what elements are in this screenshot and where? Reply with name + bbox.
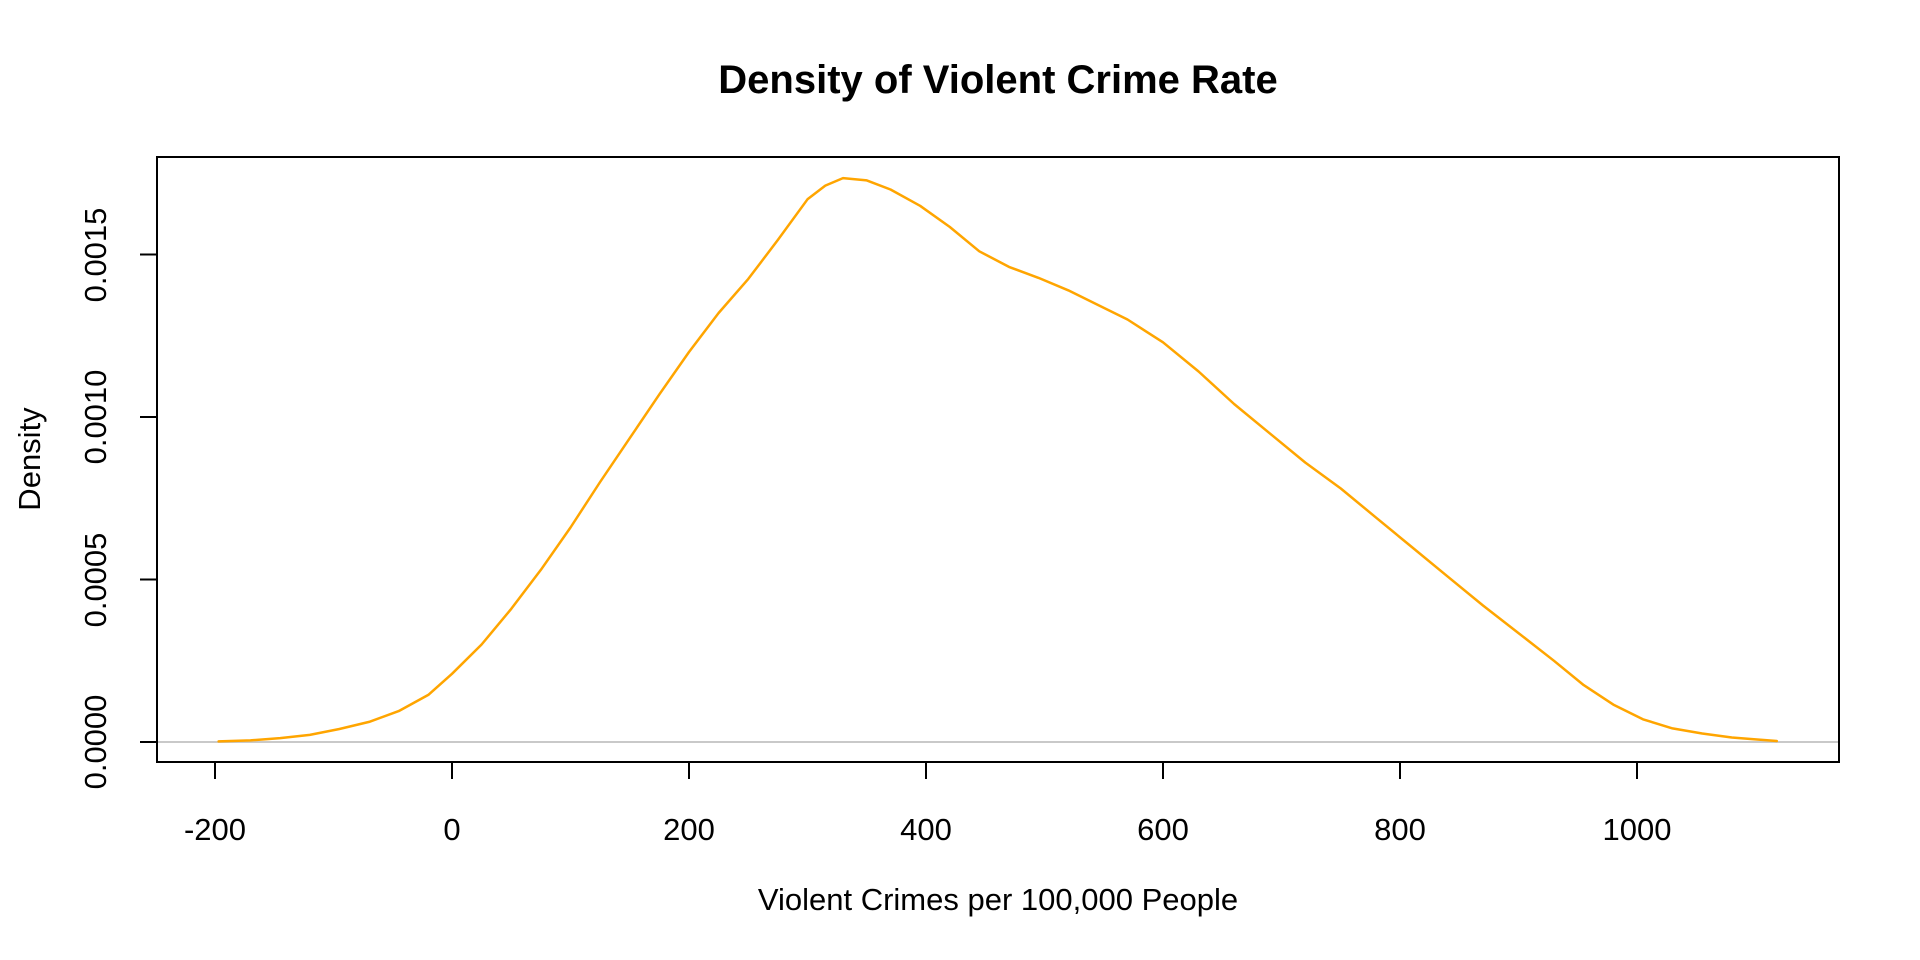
- y-tick-label-text: 0.0015: [78, 207, 113, 302]
- x-tick-label: 600: [1137, 812, 1189, 847]
- chart-title: Density of Violent Crime Rate: [718, 58, 1278, 102]
- x-tick-label: 1000: [1602, 812, 1672, 847]
- plot-box: [156, 156, 1840, 763]
- y-axis-ticks: [140, 253, 157, 743]
- x-axis-title: Violent Crimes per 100,000 People: [757, 882, 1239, 917]
- x-tick-label: 200: [663, 812, 715, 847]
- x-tick-label: -200: [183, 812, 247, 847]
- y-tick-label-text: 0.0000: [78, 694, 113, 790]
- x-tick-label: 400: [900, 812, 952, 847]
- x-tick-label: 0: [443, 812, 461, 847]
- y-tick-label-text: 0.0005: [78, 532, 113, 627]
- x-tick-label: 800: [1374, 812, 1426, 847]
- density-curve: [217, 176, 1779, 743]
- x-axis-ticks: [214, 762, 1638, 779]
- y-tick-label-text: 0.0010: [78, 369, 113, 465]
